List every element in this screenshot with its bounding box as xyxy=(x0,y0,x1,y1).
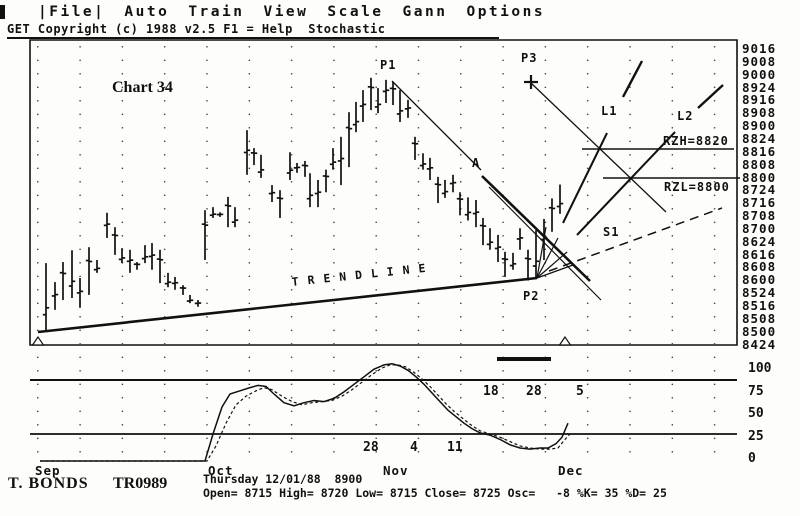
wave-a-label: A xyxy=(472,156,481,170)
price-axis-label: 8516 xyxy=(742,298,777,313)
highlight-bar-marker xyxy=(497,357,551,361)
menu-item[interactable]: Options xyxy=(466,4,546,20)
menu-item[interactable]: View xyxy=(263,4,309,20)
annotation-line-channel-thin xyxy=(488,186,602,301)
footer-contract-code: TR0989 xyxy=(113,475,168,492)
price-axis-label: 8524 xyxy=(742,285,777,301)
annotation-line-l1-line xyxy=(562,132,608,224)
copyright-status-line: GET Copyright (c) 1988 v2.5 F1 = Help St… xyxy=(7,22,499,39)
price-axis-label: 8824 xyxy=(742,130,777,146)
price-axis-label: 8624 xyxy=(742,233,777,249)
annotation-line-s1-dashed xyxy=(548,207,723,272)
annotation-line-p2-fan-1 xyxy=(536,226,547,279)
price-axis-label: 8924 xyxy=(742,79,777,95)
price-axis-label: 8708 xyxy=(742,208,777,224)
stoch-axis-label: 75 xyxy=(748,383,764,399)
price-axis-label: 8908 xyxy=(742,105,777,121)
pivot-p1-label: P1 xyxy=(380,58,397,72)
footer-symbol: T. BONDS xyxy=(8,475,89,492)
price-axis-label: 9008 xyxy=(742,53,777,69)
price-axis-label: 8424 xyxy=(742,336,777,352)
annotation-line-p2-fan-4 xyxy=(536,264,574,279)
month-label: Sep xyxy=(35,463,61,478)
axis-triangle-marker xyxy=(31,335,45,346)
resistance-zone-low-label: RZL=8800 xyxy=(664,180,730,194)
price-axis-label: 8500 xyxy=(742,323,777,339)
price-panel-frame xyxy=(29,39,738,346)
line-l1-label: L1 xyxy=(601,104,618,118)
stoch-curve-D xyxy=(40,364,571,462)
footer-quote-line: Open= 8715 High= 8720 Low= 8715 Close= 8… xyxy=(203,486,667,500)
menu-item[interactable]: Scale xyxy=(327,4,384,20)
menu-item[interactable]: Train xyxy=(188,4,245,20)
chart-number-label: Chart 34 xyxy=(112,79,173,96)
stoch-date-label: 4 xyxy=(410,440,418,455)
stoch-date-label: 18 xyxy=(483,384,499,399)
price-axis-label: 8808 xyxy=(742,156,777,172)
resistance-zone-high-label: RZH=8820 xyxy=(663,134,729,148)
stoch-axis-label: 50 xyxy=(748,406,764,422)
stoch-axis-label: 0 xyxy=(748,451,756,467)
footer-date-line: Thursday 12/01/88 8900 xyxy=(203,472,363,486)
menu-item[interactable]: Auto xyxy=(124,4,170,20)
stoch-curve-K xyxy=(40,363,569,462)
price-axis-label: 8916 xyxy=(742,92,777,108)
price-axis-label: 8616 xyxy=(742,246,777,262)
annotation-line-trendline xyxy=(37,276,538,334)
price-axis-label: 8816 xyxy=(742,143,777,159)
price-axis-label: 8508 xyxy=(742,310,777,326)
annotation-line-channel-thick xyxy=(481,175,591,282)
menu-item[interactable]: Gann xyxy=(402,4,448,20)
annotation-line-l2-ext xyxy=(697,84,724,109)
line-l2-label: L2 xyxy=(677,109,694,123)
price-axis-label: 8700 xyxy=(742,220,777,236)
annotation-line-p3-line xyxy=(530,82,667,213)
stoch-date-label: 28 xyxy=(363,440,379,455)
price-axis-label: 8608 xyxy=(742,259,777,275)
month-label: Dec xyxy=(558,463,584,478)
stoch-date-label: 11 xyxy=(447,440,463,455)
price-axis-label: 8800 xyxy=(742,169,777,185)
stochastic-curves xyxy=(40,363,571,462)
axis-triangle-marker xyxy=(558,335,572,346)
pivot-p2-label: P2 xyxy=(523,289,540,303)
support-s1-label: S1 xyxy=(603,225,620,239)
menu-item[interactable]: |File| xyxy=(38,4,106,20)
screen-corner-mark xyxy=(0,5,5,19)
month-label: Nov xyxy=(383,463,409,478)
pivot-p3-label: P3 xyxy=(521,51,538,65)
stoch-axis-label: 100 xyxy=(748,361,772,376)
price-axis-label: 8900 xyxy=(742,118,777,134)
annotation-line-p1-a-line xyxy=(391,80,482,171)
stoch-date-label: 5 xyxy=(576,384,584,399)
annotation-line-p2-fan-3 xyxy=(536,251,568,279)
chart-markers xyxy=(31,75,572,361)
stoch-panel-dot-grid xyxy=(31,350,736,462)
price-axis-label: 8716 xyxy=(742,195,777,211)
menu-bar: |File| Auto Train View Scale Gann Options xyxy=(38,4,545,20)
price-axis-label: 8600 xyxy=(742,272,777,288)
price-axis-label: 8724 xyxy=(742,182,777,198)
price-axis-label: 9016 xyxy=(742,41,777,56)
stoch-date-label: 28 xyxy=(526,384,542,399)
annotation-line-p2-fan-2 xyxy=(536,237,559,279)
stoch-axis-label: 25 xyxy=(748,428,764,444)
annotation-line-l1-ext xyxy=(621,60,644,98)
month-label: Oct xyxy=(208,463,234,478)
price-axis-label: 9000 xyxy=(742,66,777,82)
annotation-lines xyxy=(37,60,740,334)
